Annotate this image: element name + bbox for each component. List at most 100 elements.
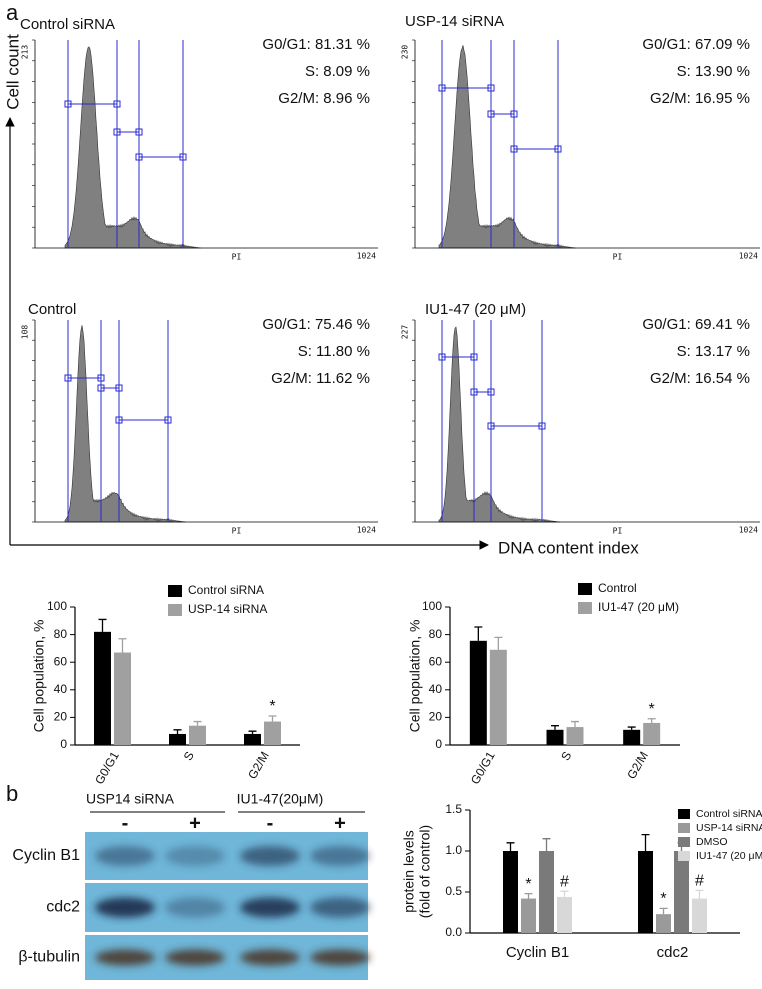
y-tick-label: 100 [422, 599, 442, 613]
lane-label: - [267, 812, 274, 834]
gate-handle [164, 416, 172, 424]
legend-swatch [168, 604, 182, 616]
bar [674, 851, 689, 933]
y-tick-label: 100 [47, 599, 67, 613]
y-tick-label: 1.5 [445, 802, 462, 816]
y-axis-label: Cell population, % [407, 620, 423, 733]
legend-label: USP-14 siRNA [696, 822, 762, 834]
bar [546, 729, 564, 745]
gate-handle [97, 374, 105, 382]
panel-label: b [6, 781, 18, 806]
bar [521, 898, 536, 933]
blot-band [240, 897, 300, 918]
y-tick-label: 80 [54, 627, 68, 641]
error-bar [542, 838, 551, 851]
phase-stat: G0/G1: 69.41 % [642, 316, 750, 333]
gate-handle [113, 100, 121, 108]
gate-handle [554, 145, 562, 153]
legend-label: USP-14 siRNA [188, 602, 267, 616]
y-axis-label: protein levels [401, 830, 417, 913]
error-bar [627, 726, 636, 730]
legend-swatch [678, 851, 690, 861]
legend-swatch [678, 809, 690, 819]
phase-stat: S: 8.09 % [305, 63, 370, 80]
gate-handle [470, 388, 478, 396]
bar [169, 733, 186, 745]
y-tick-label: 20 [429, 710, 443, 724]
significance-mark: * [525, 876, 531, 893]
gate-handle [64, 374, 72, 382]
blot-band [165, 846, 225, 866]
gate-handle [487, 84, 495, 92]
lane-label: - [122, 812, 129, 834]
blot-band [310, 949, 370, 966]
x-tick-label: cdc2 [657, 944, 689, 961]
error-bar [98, 618, 107, 632]
y-axis-label: (fold of control) [417, 825, 433, 918]
error-bar [524, 892, 533, 899]
gate-handle [510, 110, 518, 118]
y-axis-label: Cell population, % [31, 620, 47, 733]
x-tick-label: G2/M [624, 749, 651, 781]
x-tick-label: G0/G1 [468, 749, 498, 787]
gate-handle [97, 384, 105, 392]
histogram [64, 46, 202, 249]
bar [489, 649, 507, 745]
bar [503, 851, 518, 933]
blot-row-label: cdc2 [46, 899, 80, 916]
panel-title: Control [28, 301, 76, 318]
legend-label: Control [598, 581, 637, 595]
phase-stat: S: 13.17 % [677, 343, 750, 360]
y-tick-label: 80 [429, 627, 443, 641]
bar [94, 631, 111, 745]
error-bar [641, 833, 650, 851]
phase-stat: S: 13.90 % [677, 63, 750, 80]
blot-band [95, 846, 155, 866]
histogram [438, 45, 577, 249]
blot-band [240, 846, 300, 866]
x-axis-label: PI [232, 253, 242, 262]
blot-band [240, 949, 300, 966]
histogram [438, 326, 561, 523]
blot-row-label: Cyclin B1 [12, 847, 80, 864]
bar [264, 721, 281, 745]
bar [539, 851, 554, 933]
y-tick-label: 0 [435, 737, 442, 751]
error-bar [173, 729, 182, 734]
legend-label: IU1-47 (20 μM) [696, 850, 762, 862]
western-blot: USP14 siRNA IU1-47(20μM) - + - + Cyclin B1 cdc2… [12, 791, 370, 980]
x-tick-label: Cyclin B1 [506, 944, 569, 961]
bar [643, 722, 661, 745]
x-axis-label: PI [613, 527, 623, 536]
error-bar [647, 718, 656, 723]
panel-label: a [6, 0, 19, 25]
gate-handle [179, 153, 187, 161]
legend-label: Control siRNA [188, 583, 264, 597]
blot-band [310, 897, 370, 918]
lane-label: + [334, 812, 346, 834]
y-tick-label: 0 [60, 737, 67, 751]
gate-handle [487, 110, 495, 118]
bar [557, 896, 572, 933]
error-bar [494, 636, 503, 650]
legend-label: DMSO [696, 836, 728, 848]
significance-mark: # [695, 873, 704, 890]
x-max-label: 1024 [739, 252, 758, 261]
blot-group-label: USP14 siRNA [86, 791, 175, 807]
gate-handle [64, 100, 72, 108]
gate-handle [135, 128, 143, 136]
y-tick-label: 40 [54, 682, 68, 696]
gate-handle [487, 388, 495, 396]
legend-swatch [678, 837, 690, 847]
blot-band [165, 949, 225, 966]
legend-swatch [678, 823, 690, 833]
bar [566, 727, 584, 745]
legend-swatch [578, 602, 592, 614]
blot-group-label: IU1-47(20μM) [237, 791, 324, 807]
significance-mark: # [560, 873, 569, 890]
panel-title: USP-14 siRNA [405, 13, 504, 30]
error-bar [268, 715, 277, 722]
y-tick-label: 60 [54, 654, 68, 668]
y-max-label: 227 [401, 325, 410, 340]
x-max-label: 1024 [739, 526, 758, 535]
